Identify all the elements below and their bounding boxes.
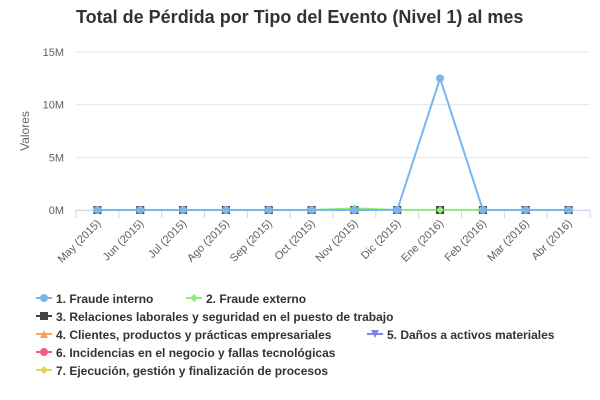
data-point-1[interactable]	[136, 206, 145, 214]
x-tick-label: Feb (2016)	[443, 218, 490, 265]
legend-row: 6. Incidencias en el negocio y fallas te…	[36, 344, 596, 362]
legend-swatch-5	[367, 328, 387, 343]
data-point-1[interactable]	[564, 206, 573, 214]
y-tick-label: 5M	[49, 152, 64, 164]
x-tick-label: Dic (2015)	[359, 218, 403, 262]
legend-label-3: 3. Relaciones laborales y seguridad en e…	[56, 310, 394, 324]
legend-swatch-7	[36, 364, 56, 379]
x-tick-label: Oct (2015)	[272, 218, 317, 263]
data-point-2[interactable]	[436, 206, 445, 214]
chart-title: Total de Pérdida por Tipo del Evento (Ni…	[76, 7, 524, 27]
data-point-1[interactable]	[93, 206, 102, 214]
x-tick-label: Abr (2016)	[529, 218, 574, 263]
legend-marker-7[interactable]	[40, 365, 48, 374]
legend: 1. Fraude interno 2. Fraude externo 3. R…	[36, 290, 596, 380]
legend-marker-2[interactable]	[190, 293, 198, 302]
y-tick-label: 0M	[49, 205, 64, 217]
data-point-1[interactable]	[179, 206, 188, 214]
legend-marker-1[interactable]	[40, 293, 48, 302]
legend-marker-6[interactable]	[40, 347, 48, 356]
x-tick-label: May (2015)	[56, 218, 104, 266]
legend-label-4: 4. Clientes, productos y prácticas empre…	[56, 328, 332, 342]
legend-symbol-6	[36, 347, 52, 356]
legend-marker-4[interactable]	[40, 329, 48, 338]
data-point-1[interactable]	[221, 206, 230, 214]
data-point-1[interactable]	[478, 206, 487, 214]
legend-item-6[interactable]: 6. Incidencias en el negocio y fallas te…	[36, 344, 335, 362]
x-tick-label: Jul (2015)	[146, 218, 189, 261]
legend-swatch-1	[36, 292, 56, 307]
legend-row: 7. Ejecución, gestión y finalización de …	[36, 362, 596, 380]
legend-marker-5[interactable]	[371, 329, 379, 338]
legend-label-5: 5. Daños a activos materiales	[387, 328, 555, 342]
x-tick-label: Sep (2015)	[228, 218, 275, 265]
legend-label-7: 7. Ejecución, gestión y finalización de …	[56, 364, 329, 378]
x-tick-label: Ago (2015)	[185, 218, 232, 265]
series-line-1	[97, 77, 569, 211]
legend-label-6: 6. Incidencias en el negocio y fallas te…	[56, 346, 336, 360]
legend-row: 1. Fraude interno 2. Fraude externo	[36, 290, 596, 308]
legend-symbol-4	[36, 329, 52, 338]
plot-area: 0M 5M 10M 15M Valores May (2015)Jun (2015) Jul…	[18, 47, 591, 266]
legend-item-4[interactable]: 4. Clientes, productos y prácticas empre…	[36, 326, 331, 344]
legend-symbol-3	[36, 311, 52, 320]
legend-swatch-3	[36, 310, 56, 325]
legend-label-1: 1. Fraude interno	[56, 292, 154, 306]
legend-symbol-5	[367, 329, 383, 338]
legend-swatch-4	[36, 328, 56, 343]
x-tick-label: Jun (2015)	[101, 218, 147, 264]
data-point-1[interactable]	[264, 206, 273, 214]
x-tick-label: Mar (2016)	[485, 218, 532, 265]
legend-symbol-7	[36, 365, 52, 374]
x-tick-label: Ene (2016)	[399, 218, 446, 265]
legend-item-5[interactable]: 5. Daños a activos materiales	[367, 326, 554, 344]
y-axis-title: Valores	[18, 111, 32, 151]
legend-symbol-2	[186, 293, 202, 302]
legend-swatch-6	[36, 346, 56, 361]
data-point-1[interactable]	[521, 206, 530, 214]
legend-row: 3. Relaciones laborales y seguridad en e…	[36, 308, 596, 326]
legend-marker-3[interactable]	[40, 311, 48, 320]
data-point-1[interactable]	[350, 206, 359, 214]
y-tick-label: 15M	[43, 47, 64, 59]
legend-item-3[interactable]: 3. Relaciones laborales y seguridad en e…	[36, 308, 393, 326]
y-tick-label: 10M	[43, 100, 64, 112]
legend-item-1[interactable]: 1. Fraude interno	[36, 290, 153, 308]
data-point-1[interactable]	[307, 206, 316, 214]
legend-item-2[interactable]: 2. Fraude externo	[186, 290, 306, 308]
legend-swatch-2	[186, 292, 206, 307]
data-point-1[interactable]	[393, 206, 402, 214]
legend-symbol-1	[36, 293, 52, 302]
legend-row: 4. Clientes, productos y prácticas empre…	[36, 326, 596, 344]
data-point-1[interactable]	[436, 74, 445, 83]
x-tick-label: Nov (2015)	[314, 218, 361, 265]
legend-label-2: 2. Fraude externo	[206, 292, 307, 306]
legend-item-7[interactable]: 7. Ejecución, gestión y finalización de …	[36, 362, 328, 380]
